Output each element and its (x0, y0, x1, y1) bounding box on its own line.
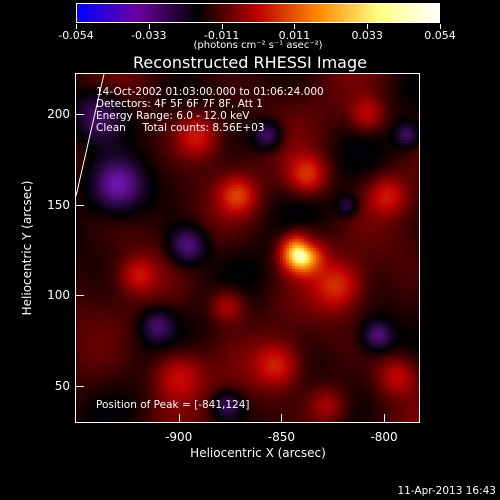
colorbar-tick-label: -0.011 (203, 29, 240, 42)
info-energy-range: Energy Range: 6.0 - 12.0 keV (96, 110, 250, 122)
colorbar-tick-label: -0.054 (58, 29, 94, 42)
colorbar-tick-label: 0.011 (278, 29, 311, 42)
plot-area: 14-Oct-2002 01:03:00.000 to 01:06:24.000… (75, 73, 420, 423)
colorbar-tick (76, 24, 77, 29)
chart-title: Reconstructed RHESSI Image (133, 53, 367, 72)
x-axis-label: Heliocentric X (arcsec) (190, 446, 326, 460)
timestamp: 11-Apr-2013 16:43 (397, 485, 496, 497)
x-tick-label: -900 (165, 430, 193, 444)
x-tick (384, 414, 386, 422)
colorbar-tick (440, 24, 441, 29)
y-tick-label: 200 (47, 106, 70, 121)
limb-line (76, 74, 105, 197)
y-tick-label: 100 (47, 288, 70, 303)
y-tick (76, 113, 84, 115)
colorbar-tick-label: 0.033 (351, 29, 383, 42)
colorbar-tick (221, 24, 223, 29)
x-tick-label: -800 (370, 430, 398, 444)
y-tick-label: 150 (47, 197, 70, 212)
colorbar-tick (294, 24, 296, 29)
colorbar-units: (photons cm⁻² s⁻¹ asec⁻²) (193, 40, 323, 51)
x-tick-label: -850 (267, 430, 295, 444)
colorbar (76, 3, 440, 23)
colorbar-tick (367, 24, 369, 29)
y-tick (76, 385, 84, 387)
colorbar-tick-label: 0.054 (424, 29, 456, 42)
y-axis-label: Heliocentric Y (arcsec) (20, 180, 34, 316)
y-tick-label: 50 (54, 378, 70, 393)
x-tick (281, 414, 283, 422)
heatmap-image (76, 74, 419, 422)
info-counts: Clean Total counts: 8.56E+03 (96, 122, 265, 134)
colorbar-tick-label: -0.033 (131, 29, 167, 42)
info-time-range: 14-Oct-2002 01:03:00.000 to 01:06:24.000 (96, 86, 324, 98)
y-tick (76, 204, 84, 206)
x-tick (178, 414, 180, 422)
peak-position-label: Position of Peak = [-841,124] (96, 399, 250, 411)
y-tick (76, 295, 84, 297)
colorbar-tick (148, 24, 150, 29)
info-detectors: Detectors: 4F 5F 6F 7F 8F, Att 1 (96, 98, 263, 110)
